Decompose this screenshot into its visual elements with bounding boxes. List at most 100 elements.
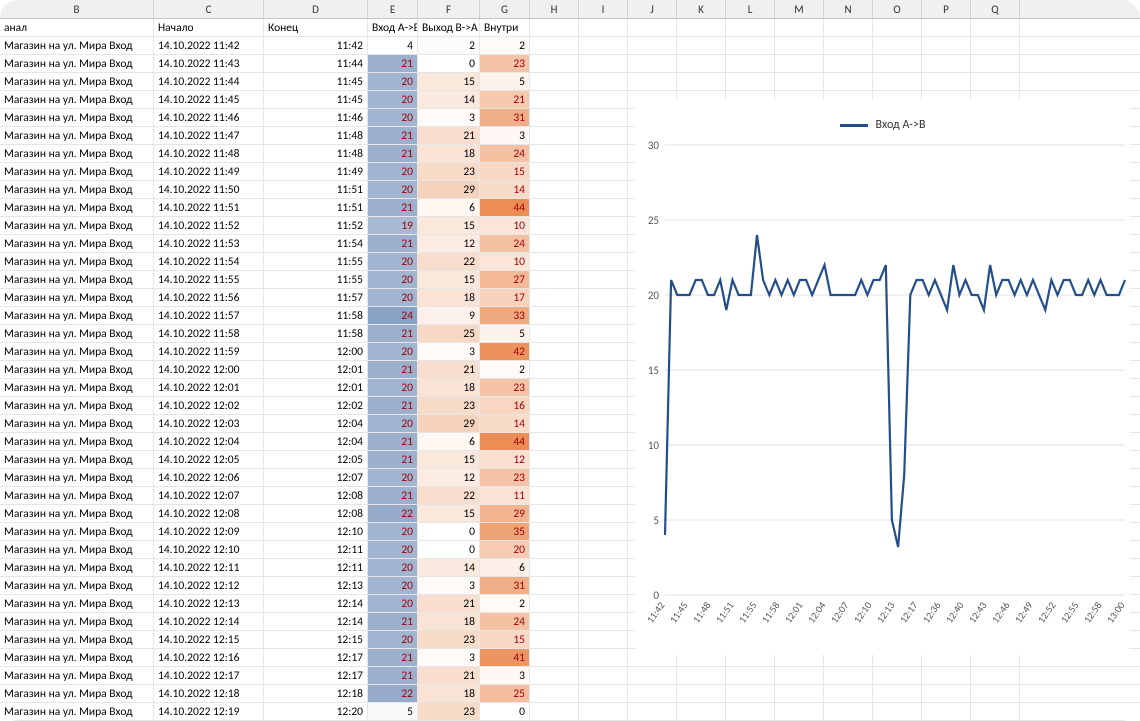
empty-cell[interactable] — [922, 19, 971, 36]
empty-cell[interactable] — [579, 145, 628, 162]
end-cell[interactable]: 11:51 — [264, 199, 368, 216]
start-cell[interactable]: 14.10.2022 11:52 — [154, 217, 264, 234]
end-cell[interactable]: 11:42 — [264, 37, 368, 54]
start-cell[interactable]: 14.10.2022 11:57 — [154, 307, 264, 324]
empty-cell[interactable] — [579, 181, 628, 198]
empty-cell[interactable] — [530, 451, 579, 468]
empty-cell[interactable] — [579, 55, 628, 72]
empty-cell[interactable] — [824, 703, 873, 720]
empty-cell[interactable] — [873, 55, 922, 72]
end-cell[interactable]: 12:13 — [264, 577, 368, 594]
column-header-C[interactable]: C — [154, 0, 264, 18]
value-f-cell[interactable]: 23 — [418, 397, 480, 414]
empty-cell[interactable] — [530, 613, 579, 630]
empty-cell[interactable] — [628, 703, 677, 720]
empty-cell[interactable] — [579, 685, 628, 702]
value-g-cell[interactable]: 2 — [480, 361, 530, 378]
end-cell[interactable]: 12:11 — [264, 541, 368, 558]
value-f-cell[interactable]: 15 — [418, 505, 480, 522]
column-header-O[interactable]: O — [873, 0, 922, 18]
empty-cell[interactable] — [530, 271, 579, 288]
value-g-cell[interactable]: 14 — [480, 415, 530, 432]
value-e-cell[interactable]: 20 — [368, 577, 418, 594]
channel-cell[interactable]: Магазин на ул. Мира Вход — [0, 73, 154, 90]
empty-cell[interactable] — [873, 19, 922, 36]
end-cell[interactable]: 12:14 — [264, 595, 368, 612]
value-e-cell[interactable]: 20 — [368, 523, 418, 540]
empty-cell[interactable] — [579, 235, 628, 252]
empty-cell[interactable] — [530, 415, 579, 432]
empty-cell[interactable] — [530, 199, 579, 216]
empty-cell[interactable] — [726, 667, 775, 684]
empty-cell[interactable] — [971, 685, 1020, 702]
value-g-cell[interactable]: 2 — [480, 595, 530, 612]
end-cell[interactable]: 12:18 — [264, 685, 368, 702]
table-row[interactable]: Магазин на ул. Мира Вход14.10.2022 11:42… — [0, 37, 1140, 55]
empty-cell[interactable] — [726, 55, 775, 72]
empty-cell[interactable] — [824, 37, 873, 54]
empty-cell[interactable] — [530, 595, 579, 612]
empty-cell[interactable] — [530, 397, 579, 414]
start-cell[interactable]: 14.10.2022 12:06 — [154, 469, 264, 486]
value-e-cell[interactable]: 21 — [368, 199, 418, 216]
empty-cell[interactable] — [579, 523, 628, 540]
empty-cell[interactable] — [922, 37, 971, 54]
empty-cell[interactable] — [579, 91, 628, 108]
value-f-cell[interactable]: 12 — [418, 469, 480, 486]
empty-cell[interactable] — [775, 667, 824, 684]
value-f-cell[interactable]: 18 — [418, 685, 480, 702]
end-cell[interactable]: 11:48 — [264, 145, 368, 162]
empty-cell[interactable] — [677, 73, 726, 90]
value-g-cell[interactable]: 23 — [480, 379, 530, 396]
empty-cell[interactable] — [775, 55, 824, 72]
value-f-cell[interactable]: 3 — [418, 577, 480, 594]
end-cell[interactable]: 12:17 — [264, 649, 368, 666]
empty-cell[interactable] — [873, 703, 922, 720]
channel-cell[interactable]: Магазин на ул. Мира Вход — [0, 307, 154, 324]
empty-cell[interactable] — [726, 73, 775, 90]
empty-cell[interactable] — [530, 73, 579, 90]
column-header-Q[interactable]: Q — [971, 0, 1020, 18]
channel-cell[interactable]: Магазин на ул. Мира Вход — [0, 199, 154, 216]
empty-cell[interactable] — [579, 199, 628, 216]
start-cell[interactable]: 14.10.2022 11:44 — [154, 73, 264, 90]
end-cell[interactable]: 11:49 — [264, 163, 368, 180]
empty-cell[interactable] — [579, 487, 628, 504]
empty-cell[interactable] — [971, 73, 1020, 90]
empty-cell[interactable] — [824, 685, 873, 702]
channel-cell[interactable]: Магазин на ул. Мира Вход — [0, 325, 154, 342]
end-cell[interactable]: 11:58 — [264, 325, 368, 342]
empty-cell[interactable] — [775, 37, 824, 54]
empty-cell[interactable] — [873, 37, 922, 54]
empty-cell[interactable] — [726, 19, 775, 36]
start-cell[interactable]: 14.10.2022 12:16 — [154, 649, 264, 666]
table-row[interactable]: Магазин на ул. Мира Вход14.10.2022 12:18… — [0, 685, 1140, 703]
value-g-cell[interactable]: 23 — [480, 55, 530, 72]
value-g-cell[interactable]: 24 — [480, 145, 530, 162]
value-e-cell[interactable]: 20 — [368, 253, 418, 270]
embedded-chart[interactable]: Вход A->B 05101520253011:4211:4511:4811:… — [635, 100, 1130, 655]
empty-cell[interactable] — [579, 379, 628, 396]
empty-cell[interactable] — [579, 289, 628, 306]
value-f-cell[interactable]: 15 — [418, 451, 480, 468]
table-header-cell[interactable]: Вход A->B — [368, 19, 418, 36]
value-g-cell[interactable]: 17 — [480, 289, 530, 306]
empty-cell[interactable] — [628, 685, 677, 702]
empty-cell[interactable] — [530, 307, 579, 324]
value-f-cell[interactable]: 14 — [418, 91, 480, 108]
start-cell[interactable]: 14.10.2022 12:11 — [154, 559, 264, 576]
channel-cell[interactable]: Магазин на ул. Мира Вход — [0, 667, 154, 684]
start-cell[interactable]: 14.10.2022 11:47 — [154, 127, 264, 144]
column-header-M[interactable]: M — [775, 0, 824, 18]
empty-cell[interactable] — [677, 37, 726, 54]
empty-cell[interactable] — [530, 343, 579, 360]
value-g-cell[interactable]: 12 — [480, 451, 530, 468]
table-header-cell[interactable]: Начало — [154, 19, 264, 36]
value-g-cell[interactable]: 31 — [480, 109, 530, 126]
start-cell[interactable]: 14.10.2022 11:55 — [154, 271, 264, 288]
empty-cell[interactable] — [530, 127, 579, 144]
value-g-cell[interactable]: 14 — [480, 181, 530, 198]
value-g-cell[interactable]: 33 — [480, 307, 530, 324]
value-g-cell[interactable]: 44 — [480, 199, 530, 216]
channel-cell[interactable]: Магазин на ул. Мира Вход — [0, 559, 154, 576]
